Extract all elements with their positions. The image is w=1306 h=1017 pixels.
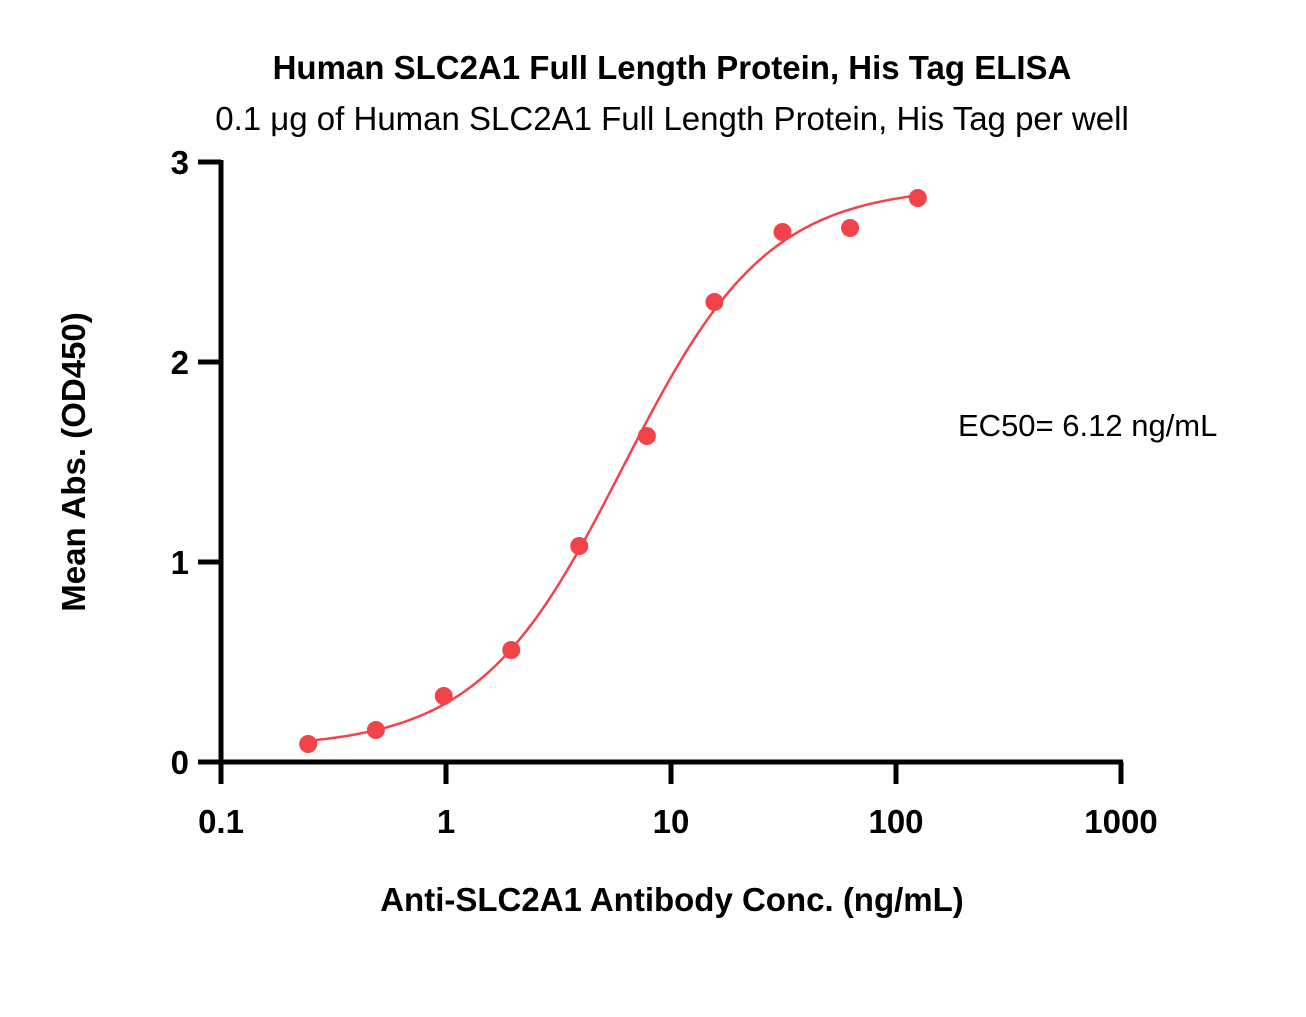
x-tick-label: 0.1: [198, 803, 244, 840]
fit-curve: [308, 194, 918, 743]
y-axis-label: Mean Abs. (OD450): [55, 312, 92, 612]
data-point: [637, 427, 656, 445]
fit-layer: [308, 194, 918, 743]
x-tick-label: 10: [653, 803, 690, 840]
chart-subtitle: 0.1 μg of Human SLC2A1 Full Length Prote…: [215, 100, 1129, 137]
points-layer: [299, 189, 927, 753]
y-tick-label: 3: [171, 144, 189, 181]
data-point: [570, 537, 589, 555]
data-point: [908, 189, 927, 207]
axes: [218, 160, 1123, 765]
data-point: [773, 223, 792, 241]
x-tick-label: 100: [868, 803, 923, 840]
x-tick-label: 1000: [1084, 803, 1157, 840]
data-point: [299, 735, 318, 753]
data-point: [705, 293, 724, 311]
y-tick-label: 0: [171, 744, 189, 781]
data-point: [502, 641, 521, 659]
chart-title: Human SLC2A1 Full Length Protein, His Ta…: [273, 49, 1072, 86]
ec50-annotation: EC50= 6.12 ng/mL: [958, 408, 1217, 443]
x-axis-label: Anti-SLC2A1 Antibody Conc. (ng/mL): [380, 881, 964, 918]
data-point: [841, 219, 860, 237]
x-tick-label: 1: [437, 803, 455, 840]
data-point: [366, 721, 385, 739]
ticks: 0.1 1 10 100 1000 0 1 2 3: [171, 144, 1158, 840]
data-point: [434, 687, 453, 705]
y-tick-label: 2: [171, 344, 189, 381]
y-tick-label: 1: [171, 544, 189, 581]
